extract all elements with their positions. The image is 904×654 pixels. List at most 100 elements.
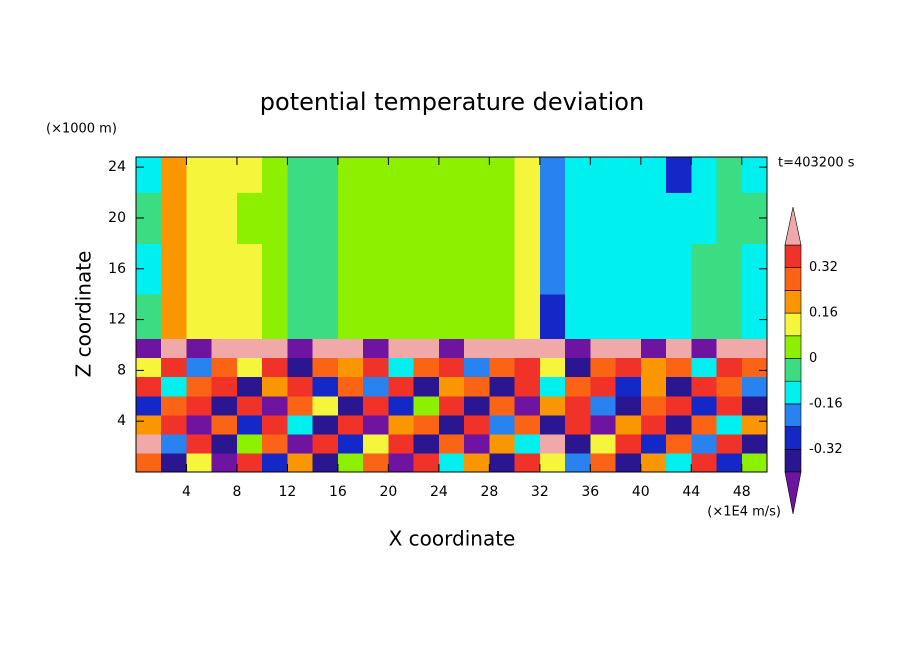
field-cell — [236, 243, 263, 295]
field-cell — [312, 452, 339, 473]
field-cell — [262, 433, 288, 454]
field-cell — [438, 395, 465, 416]
field-cell — [640, 157, 667, 194]
field-cell — [236, 157, 263, 194]
field-cell — [186, 452, 213, 473]
field-cell — [640, 433, 667, 454]
colorbar-label: 0.32 — [809, 260, 838, 275]
field-cell — [691, 294, 718, 340]
field-cell — [565, 376, 591, 397]
field-cell — [464, 414, 490, 435]
field-cell — [565, 192, 591, 244]
field-cell — [262, 294, 288, 340]
field-cell — [186, 294, 213, 340]
field-cell — [539, 192, 566, 244]
field-cell — [262, 376, 288, 397]
x-tick-label: 16 — [329, 484, 347, 500]
field-cell — [590, 157, 617, 194]
field-cell — [565, 294, 591, 340]
colorbar-box — [784, 448, 802, 473]
field-cell — [565, 452, 591, 473]
x-tick-label: 40 — [632, 484, 650, 500]
field-cell — [388, 192, 415, 244]
field-cell — [464, 338, 490, 359]
colorbar-box — [784, 380, 802, 405]
y-tick-label: 8 — [117, 362, 126, 378]
field-cell — [337, 395, 364, 416]
field-cell — [666, 243, 692, 295]
field-cell — [691, 452, 718, 473]
field-cell — [489, 395, 516, 416]
field-cell — [287, 376, 314, 397]
x-tick-label: 44 — [682, 484, 700, 500]
field-cell — [363, 294, 389, 340]
field-cell — [489, 338, 516, 359]
field-cell — [464, 433, 490, 454]
field-cell — [161, 414, 187, 435]
field-cell — [236, 338, 263, 359]
field-cell — [312, 243, 339, 295]
field-cell — [615, 433, 642, 454]
field-cell — [262, 414, 288, 435]
colorbar-label: 0.16 — [809, 306, 838, 321]
field-cell — [666, 414, 692, 435]
x-tick-label: 24 — [430, 484, 448, 500]
field-cell — [312, 414, 339, 435]
field-cell — [337, 357, 364, 378]
field-cell — [236, 376, 263, 397]
field-cell — [565, 414, 591, 435]
field-cell — [337, 433, 364, 454]
field-cell — [262, 357, 288, 378]
field-cell — [640, 192, 667, 244]
field-cell — [262, 452, 288, 473]
field-cell — [716, 338, 743, 359]
field-cell — [464, 395, 490, 416]
x-tick-label: 28 — [480, 484, 498, 500]
field-cell — [691, 376, 718, 397]
field-cell — [615, 376, 642, 397]
field-cell — [666, 452, 692, 473]
field-cell — [590, 243, 617, 295]
field-cell — [312, 357, 339, 378]
field-cell — [716, 294, 743, 340]
field-cell — [539, 395, 566, 416]
field-cell — [363, 357, 389, 378]
field-cell — [691, 157, 718, 194]
field-cell — [363, 243, 389, 295]
field-cell — [489, 294, 516, 340]
field-cell — [464, 452, 490, 473]
field-cell — [211, 192, 238, 244]
field-cell — [413, 294, 440, 340]
field-cell — [337, 338, 364, 359]
field-cell — [337, 376, 364, 397]
field-cell — [741, 157, 768, 194]
field-cell — [691, 357, 718, 378]
field-cell — [312, 395, 339, 416]
field-cell — [590, 357, 617, 378]
colorbar-label: 0 — [809, 351, 817, 366]
field-cell — [161, 357, 187, 378]
field-cell — [161, 157, 187, 194]
field-cell — [539, 452, 566, 473]
field-cell — [363, 376, 389, 397]
field-cell — [337, 192, 364, 244]
field-cell — [716, 395, 743, 416]
field-cell — [666, 157, 692, 194]
field-cell — [590, 433, 617, 454]
field-cell — [438, 433, 465, 454]
field-cell — [236, 395, 263, 416]
field-cell — [388, 294, 415, 340]
field-cell — [136, 338, 162, 359]
field-cell — [438, 294, 465, 340]
field-cell — [161, 395, 187, 416]
field-cell — [640, 243, 667, 295]
field-cell — [211, 243, 238, 295]
field-cell — [186, 376, 213, 397]
field-cell — [262, 338, 288, 359]
field-cell — [438, 452, 465, 473]
field-cell — [287, 157, 314, 194]
field-cell — [186, 395, 213, 416]
field-cell — [741, 357, 768, 378]
field-cell — [136, 452, 162, 473]
